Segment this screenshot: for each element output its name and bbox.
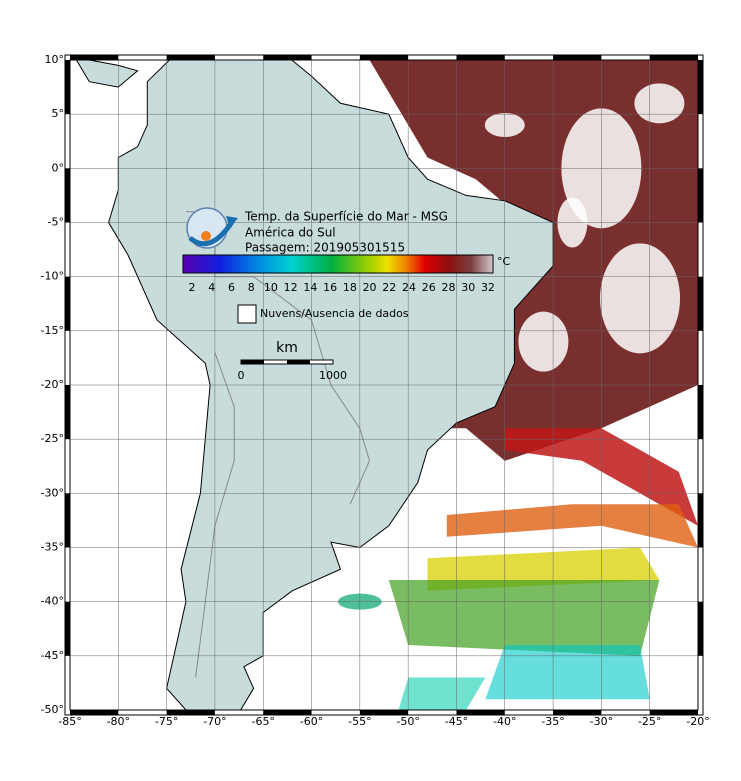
frame-bar: [698, 168, 703, 223]
colorbar-unit: °C: [497, 255, 511, 268]
frame-bar: [698, 601, 703, 656]
frame-bar: [70, 55, 119, 60]
colorbar-tick-label: 8: [248, 281, 255, 294]
frame-bar: [65, 168, 70, 223]
colorbar-tick-label: 2: [189, 281, 196, 294]
colorbar-tick-label: 4: [208, 281, 215, 294]
frame-bar: [553, 55, 602, 60]
scale-bar: [240, 359, 334, 365]
colorbar-tick-label: 18: [343, 281, 357, 294]
colorbar-tick-label: 26: [422, 281, 436, 294]
frame-bar: [698, 60, 703, 115]
lon-label: -85°: [58, 715, 81, 728]
cloud: [634, 83, 685, 124]
lon-label: -20°: [686, 715, 709, 728]
colorbar-tick-label: 10: [264, 281, 278, 294]
sst-cyan: [398, 677, 486, 710]
map-area: [70, 60, 698, 710]
region: América do Sul: [245, 226, 336, 240]
frame-bar: [65, 276, 70, 331]
logo: [186, 207, 238, 249]
colorbar-tick-label: 32: [481, 281, 495, 294]
lat-label: -30°: [41, 486, 64, 499]
frame-bar: [166, 710, 215, 715]
frame-bar: [65, 493, 70, 548]
frame-bar: [359, 55, 409, 60]
lon-label: -75°: [155, 715, 178, 728]
lon-label: -45°: [445, 715, 468, 728]
lat-label: -50°: [41, 703, 64, 716]
lat-label: -45°: [41, 649, 64, 662]
colorbar-tick-label: 22: [382, 281, 396, 294]
scale-label: 0: [238, 369, 245, 382]
lat-label: -10°: [41, 270, 64, 283]
frame-bar: [553, 710, 602, 715]
frame-bar: [263, 55, 312, 60]
colorbar: [182, 254, 494, 274]
frame-bar: [698, 385, 703, 440]
cloud: [600, 243, 681, 354]
lat-label: 5°: [52, 107, 65, 120]
sst-orange: [446, 504, 698, 548]
frame-bar: [698, 276, 703, 331]
lat-label: -20°: [41, 378, 64, 391]
frame-bar: [649, 55, 698, 60]
frame-bar: [65, 60, 70, 115]
frame-bar: [649, 710, 698, 715]
overlay: Temp. da Superfície do Mar - MSG América…: [182, 207, 511, 382]
title: Temp. da Superfície do Mar - MSG: [244, 210, 448, 224]
frame-bar: [65, 601, 70, 656]
lat-label: 10°: [45, 53, 65, 66]
lon-label: -40°: [493, 715, 516, 728]
scale-label: 1000: [319, 369, 347, 382]
frame-inner: [69, 59, 699, 711]
lon-label: -50°: [396, 715, 419, 728]
lat-label: -25°: [41, 432, 64, 445]
legend-swatch: [237, 304, 257, 324]
lon-label: -70°: [203, 715, 226, 728]
lon-label: -55°: [348, 715, 371, 728]
colorbar-tick-label: 24: [402, 281, 416, 294]
lat-label: -15°: [41, 324, 64, 337]
frame-bar: [359, 710, 409, 715]
lon-label: -60°: [300, 715, 323, 728]
frame-bar: [70, 710, 119, 715]
colorbar-tick-label: 14: [303, 281, 317, 294]
lat-label: -35°: [41, 541, 64, 554]
colorbar-tick-label: 28: [441, 281, 455, 294]
frame-bar: [166, 55, 215, 60]
scale-unit: km: [276, 340, 298, 356]
colorbar-tick-label: 6: [228, 281, 235, 294]
lon-label: -80°: [107, 715, 130, 728]
sst-cyan: [485, 645, 650, 700]
colorbar-tick-label: 16: [323, 281, 337, 294]
lon-label: -35°: [541, 715, 564, 728]
lon-label: -30°: [590, 715, 613, 728]
lon-label: -25°: [638, 715, 661, 728]
frame-bar: [65, 385, 70, 440]
lat-label: -5°: [48, 216, 64, 229]
frame-bar: [698, 493, 703, 548]
pass: Passagem: 201905301515: [245, 241, 405, 255]
frame-border: [64, 54, 704, 716]
colorbar-tick-label: 20: [363, 281, 377, 294]
lat-label: 0°: [52, 161, 65, 174]
frame-bar: [456, 55, 505, 60]
cloud: [518, 311, 569, 372]
frame: [64, 54, 704, 716]
central-america: [75, 60, 139, 88]
colorbar-tick-label: 30: [461, 281, 475, 294]
sst-green: [388, 580, 660, 656]
frame-bar: [456, 710, 505, 715]
lon-label: -65°: [251, 715, 274, 728]
legend-label: Nuvens/Ausencia de dados: [260, 307, 409, 320]
frame-bar: [263, 710, 312, 715]
colorbar-tick-label: 12: [284, 281, 298, 294]
lat-label: -40°: [41, 595, 64, 608]
